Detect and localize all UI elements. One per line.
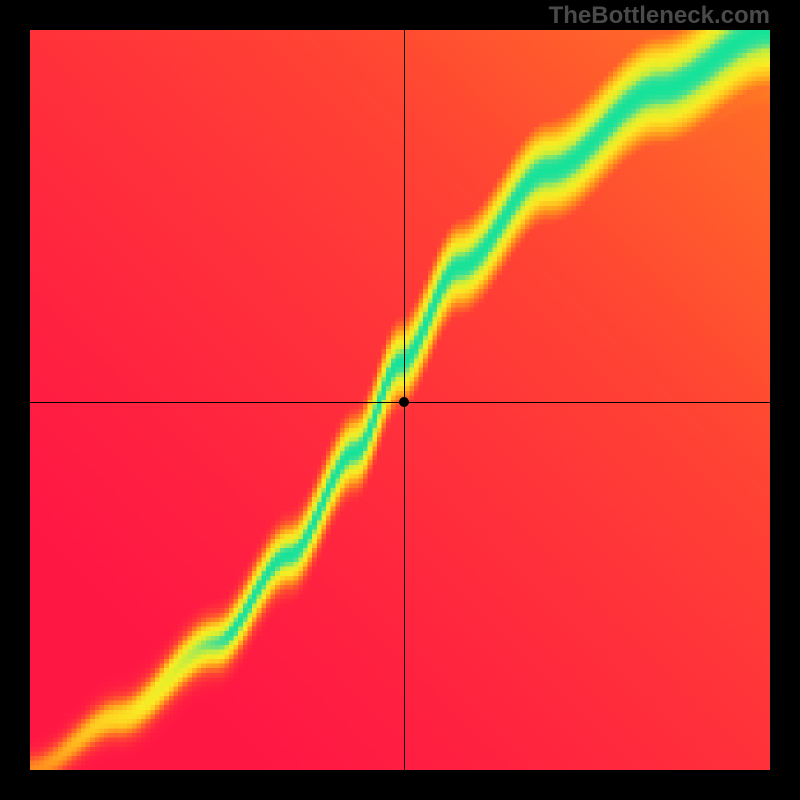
watermark-text: TheBottleneck.com: [549, 2, 770, 30]
marker-point: [399, 397, 409, 407]
chart-outer-frame: TheBottleneck.com: [0, 0, 800, 800]
